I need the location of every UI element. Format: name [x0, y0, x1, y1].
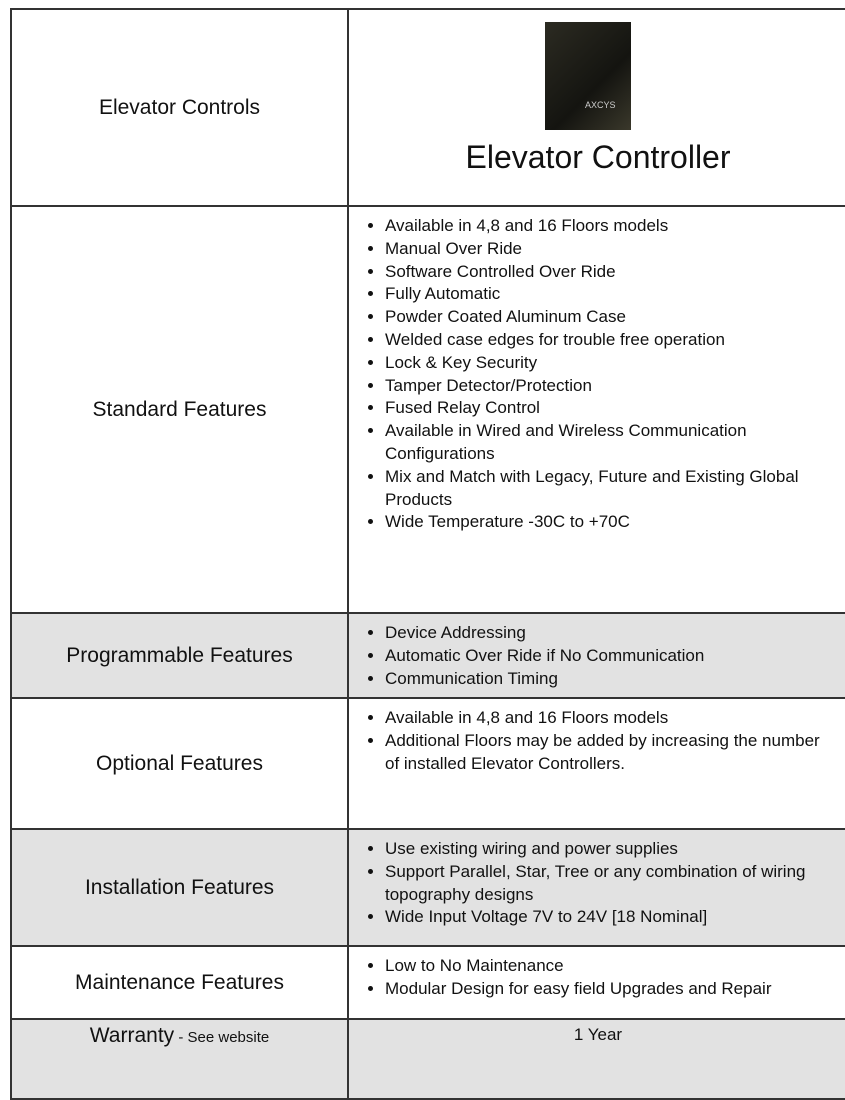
item: Tamper Detector/Protection	[385, 375, 825, 398]
item-list: Low to No MaintenanceModular Design for …	[349, 955, 825, 1001]
row-label: Installation Features	[10, 828, 349, 947]
row-label: Standard Features	[10, 205, 349, 614]
row-items: Use existing wiring and power suppliesSu…	[347, 828, 845, 947]
product-image: AXCYS	[545, 22, 631, 130]
item: Wide Temperature -30C to +70C	[385, 511, 825, 534]
warranty-value: 1 Year	[573, 1025, 623, 1044]
item: Modular Design for easy field Upgrades a…	[385, 978, 825, 1001]
warranty-row: Warranty - See website 1 Year	[10, 1018, 845, 1100]
table-body: Elevator Controls AXCYS Elevator Control…	[10, 8, 845, 1100]
item: Software Controlled Over Ride	[385, 261, 825, 284]
row-items: Available in 4,8 and 16 Floors modelsAdd…	[347, 697, 845, 830]
product-name: Elevator Controller	[465, 139, 731, 175]
item: Additional Floors may be added by increa…	[385, 730, 825, 776]
item: Fused Relay Control	[385, 397, 825, 420]
item-list: Available in 4,8 and 16 Floors modelsMan…	[349, 215, 825, 534]
item: Support Parallel, Star, Tree or any comb…	[385, 861, 825, 907]
header-row: Elevator Controls AXCYS Elevator Control…	[10, 8, 845, 207]
row-items: Low to No MaintenanceModular Design for …	[347, 945, 845, 1020]
item: Fully Automatic	[385, 283, 825, 306]
row-label: Programmable Features	[10, 612, 349, 699]
feature-row: Standard FeaturesAvailable in 4,8 and 16…	[10, 205, 845, 614]
header-product-cell: AXCYS Elevator Controller	[347, 8, 845, 207]
feature-row: Optional FeaturesAvailable in 4,8 and 16…	[10, 697, 845, 830]
item: Wide Input Voltage 7V to 24V [18 Nominal…	[385, 906, 825, 929]
item: Device Addressing	[385, 622, 825, 645]
item: Use existing wiring and power supplies	[385, 838, 825, 861]
feature-row: Installation FeaturesUse existing wiring…	[10, 828, 845, 947]
feature-row: Programmable FeaturesDevice AddressingAu…	[10, 612, 845, 699]
item: Available in 4,8 and 16 Floors models	[385, 707, 825, 730]
warranty-label: Warranty	[89, 1024, 175, 1047]
item: Available in Wired and Wireless Communic…	[385, 420, 825, 466]
item: Welded case edges for trouble free opera…	[385, 329, 825, 352]
item-list: Device AddressingAutomatic Over Ride if …	[349, 622, 825, 690]
warranty-value-cell: 1 Year	[347, 1018, 845, 1100]
item: Powder Coated Aluminum Case	[385, 306, 825, 329]
feature-row: Maintenance FeaturesLow to No Maintenanc…	[10, 945, 845, 1020]
warranty-note: - See website	[174, 1029, 270, 1046]
item: Lock & Key Security	[385, 352, 825, 375]
header-title: Elevator Controls	[10, 8, 349, 207]
item-list: Available in 4,8 and 16 Floors modelsAdd…	[349, 707, 825, 775]
row-items: Available in 4,8 and 16 Floors modelsMan…	[347, 205, 845, 614]
item: Automatic Over Ride if No Communication	[385, 645, 825, 668]
item-list: Use existing wiring and power suppliesSu…	[349, 838, 825, 929]
item: Mix and Match with Legacy, Future and Ex…	[385, 466, 825, 512]
item: Available in 4,8 and 16 Floors models	[385, 215, 825, 238]
item: Manual Over Ride	[385, 238, 825, 261]
feature-table: Elevator Controls AXCYS Elevator Control…	[10, 8, 845, 1100]
item: Communication Timing	[385, 668, 825, 691]
row-label: Optional Features	[10, 697, 349, 830]
item: Low to No Maintenance	[385, 955, 825, 978]
row-label: Maintenance Features	[10, 945, 349, 1020]
image-text: AXCYS	[585, 100, 616, 110]
row-items: Device AddressingAutomatic Over Ride if …	[347, 612, 845, 699]
warranty-label-cell: Warranty - See website	[10, 1018, 349, 1100]
